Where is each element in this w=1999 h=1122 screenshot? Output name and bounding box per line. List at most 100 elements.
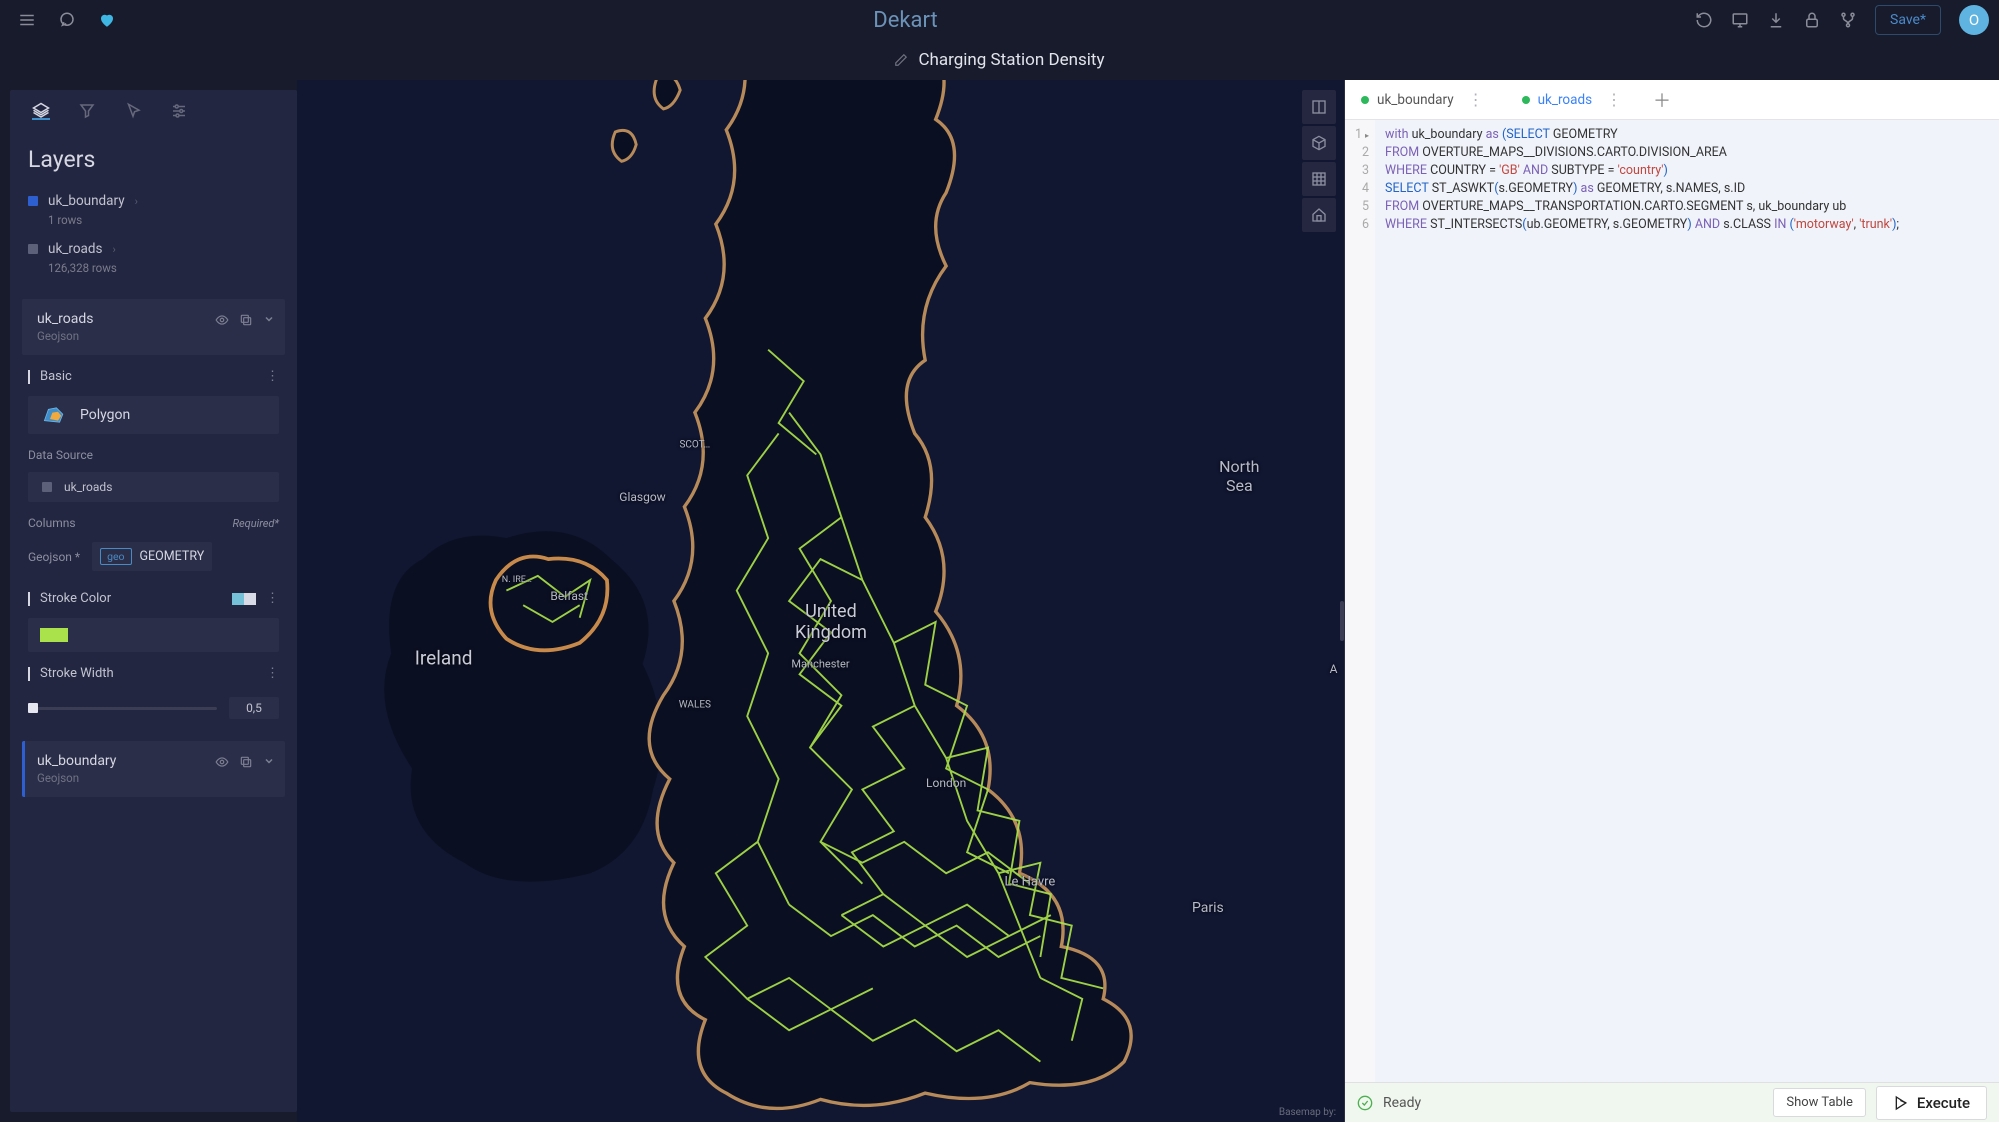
status-ready-icon (1357, 1095, 1373, 1111)
stroke-color-swatch (40, 628, 68, 642)
stroke-color-picker[interactable] (28, 618, 279, 652)
section-basic: Basic ⋮ (10, 355, 297, 392)
chevron-down-icon[interactable] (263, 755, 275, 773)
geo-badge: geo (100, 548, 131, 565)
refresh-icon[interactable] (1695, 11, 1713, 29)
heart-icon[interactable] (98, 11, 116, 29)
code-line[interactable]: FROM OVERTURE_MAPS__DIVISIONS.CARTO.DIVI… (1385, 144, 1899, 162)
stroke-width-label: Stroke Width (40, 666, 114, 681)
execute-icon (1893, 1095, 1909, 1111)
section-stroke-color: Stroke Color ⋮ (10, 577, 297, 614)
tab-interaction-icon[interactable] (124, 102, 142, 120)
present-icon[interactable] (1731, 11, 1749, 29)
execute-label: Execute (1917, 1094, 1970, 1112)
code-gutter: 123456 (1345, 120, 1375, 1082)
tab-settings-icon[interactable] (170, 102, 188, 120)
sidebar-wrap: Layers uk_boundary›1 rows uk_roads › 126,32… (0, 80, 297, 1122)
editor-tabs: uk_boundary⋮uk_roads⋮ ＋ (1345, 80, 1999, 120)
layers-title: Layers (10, 128, 297, 189)
dataset-color-icon (28, 244, 38, 254)
map-area[interactable]: SCOT…GlasgowNorthSeaN. IRE…BelfastUnited… (297, 80, 1344, 1122)
tab-more-icon[interactable]: ⋮ (1462, 90, 1490, 109)
sidebar-tabs (10, 90, 297, 128)
stroke-width-slider[interactable] (28, 707, 217, 710)
map-toolbar (1302, 90, 1336, 234)
data-source-selector[interactable]: uk_roads (28, 472, 279, 502)
download-icon[interactable] (1767, 11, 1785, 29)
dataset-item[interactable]: uk_roads › 126,328 rows (10, 237, 297, 285)
lock-icon[interactable] (1803, 11, 1821, 29)
tab-layers-icon[interactable] (32, 102, 50, 120)
basemap-credit: Basemap by: (1279, 1107, 1336, 1118)
map-canvas[interactable] (297, 80, 1344, 1122)
stroke-color-label: Stroke Color (40, 591, 111, 606)
required-label: Required* (232, 517, 279, 530)
dataset-name: uk_roads (48, 241, 102, 257)
data-source-label: Data Source (10, 434, 297, 468)
page-title[interactable]: Charging Station Density (918, 50, 1104, 70)
edit-icon[interactable] (894, 53, 908, 67)
code-line[interactable]: WHERE ST_INTERSECTS(ub.GEOMETRY, s.GEOME… (1385, 216, 1899, 234)
dataset-rows: 126,328 rows (28, 261, 279, 275)
polygon-icon (42, 406, 66, 424)
stroke-width-value[interactable]: 0,5 (229, 697, 279, 719)
show-table-button[interactable]: Show Table (1773, 1088, 1866, 1117)
dataset-rows: 1 rows (28, 213, 279, 227)
stroke-color-more-icon[interactable]: ⋮ (266, 591, 279, 606)
stroke-color-toggle[interactable] (232, 593, 256, 605)
map-legend-icon[interactable] (1302, 198, 1336, 232)
code-line[interactable]: SELECT ST_ASWKT(s.GEOMETRY) as GEOMETRY,… (1385, 180, 1899, 198)
basic-label: Basic (40, 369, 72, 384)
geometry-type-selector[interactable]: Polygon (28, 396, 279, 434)
layer-duplicate-icon[interactable] (239, 313, 253, 331)
layer-visibility-icon[interactable] (215, 755, 229, 773)
basic-more-icon[interactable]: ⋮ (266, 369, 279, 384)
chevron-right-icon: › (112, 243, 115, 256)
section-stroke-width: Stroke Width ⋮ (10, 652, 297, 689)
subtitle-bar: Charging Station Density (0, 40, 1999, 80)
map-split-icon[interactable] (1302, 90, 1336, 124)
fork-icon[interactable] (1839, 11, 1857, 29)
layer-card[interactable]: uk_roads Geojson (22, 299, 285, 355)
geometry-type-label: Polygon (80, 407, 130, 423)
data-source-color-icon (42, 482, 52, 492)
code-line[interactable]: FROM OVERTURE_MAPS__TRANSPORTATION.CARTO… (1385, 198, 1899, 216)
topbar-right: Save* O (1695, 5, 1989, 35)
chat-icon[interactable] (58, 11, 76, 29)
status-bar: Ready Show Table Execute (1345, 1082, 1999, 1122)
dataset-name: uk_boundary (48, 193, 125, 209)
layer-type: Geojson (37, 771, 273, 785)
avatar[interactable]: O (1959, 5, 1989, 35)
add-tab-button[interactable]: ＋ (1644, 87, 1680, 113)
layer-duplicate-icon[interactable] (239, 755, 253, 773)
map-table-icon[interactable] (1302, 162, 1336, 196)
columns-row: Columns Required* (10, 502, 297, 536)
save-button[interactable]: Save* (1875, 5, 1941, 35)
layer-visibility-icon[interactable] (215, 313, 229, 331)
code-line[interactable]: WHERE COUNTRY = 'GB' AND SUBTYPE = 'coun… (1385, 162, 1899, 180)
map-3d-icon[interactable] (1302, 126, 1336, 160)
editor-tab-label: uk_boundary (1377, 92, 1454, 108)
topbar-left (10, 11, 116, 29)
app-title: Dekart (116, 8, 1695, 33)
geojson-field-label: Geojson * (28, 550, 80, 564)
menu-icon[interactable] (18, 11, 36, 29)
dataset-item[interactable]: uk_boundary›1 rows (10, 189, 297, 237)
execute-button[interactable]: Execute (1876, 1086, 1987, 1120)
stroke-width-more-icon[interactable]: ⋮ (266, 666, 279, 681)
chevron-down-icon[interactable] (263, 313, 275, 331)
code-line[interactable]: with uk_boundary as (SELECT GEOMETRY (1385, 126, 1899, 144)
tab-status-dot-icon (1361, 96, 1369, 104)
editor-tab[interactable]: uk_boundary ⋮ (1345, 80, 1506, 119)
panel-drag-handle[interactable] (1340, 601, 1344, 641)
dataset-color-icon (28, 196, 38, 206)
geojson-column-selector[interactable]: geo GEOMETRY (92, 542, 212, 571)
code-lines[interactable]: with uk_boundary as (SELECT GEOMETRYFROM… (1375, 120, 1909, 1082)
tab-more-icon[interactable]: ⋮ (1600, 90, 1628, 109)
layer-card[interactable]: uk_boundary Geojson (22, 741, 285, 797)
editor-tab[interactable]: uk_roads⋮ (1506, 80, 1644, 119)
tab-filter-icon[interactable] (78, 102, 96, 120)
geojson-field-row: Geojson * geo GEOMETRY (10, 536, 297, 577)
editor-panel: uk_boundary⋮uk_roads⋮ ＋ 123456 with uk_b… (1344, 80, 1999, 1122)
code-editor[interactable]: 123456 with uk_boundary as (SELECT GEOME… (1345, 120, 1999, 1082)
